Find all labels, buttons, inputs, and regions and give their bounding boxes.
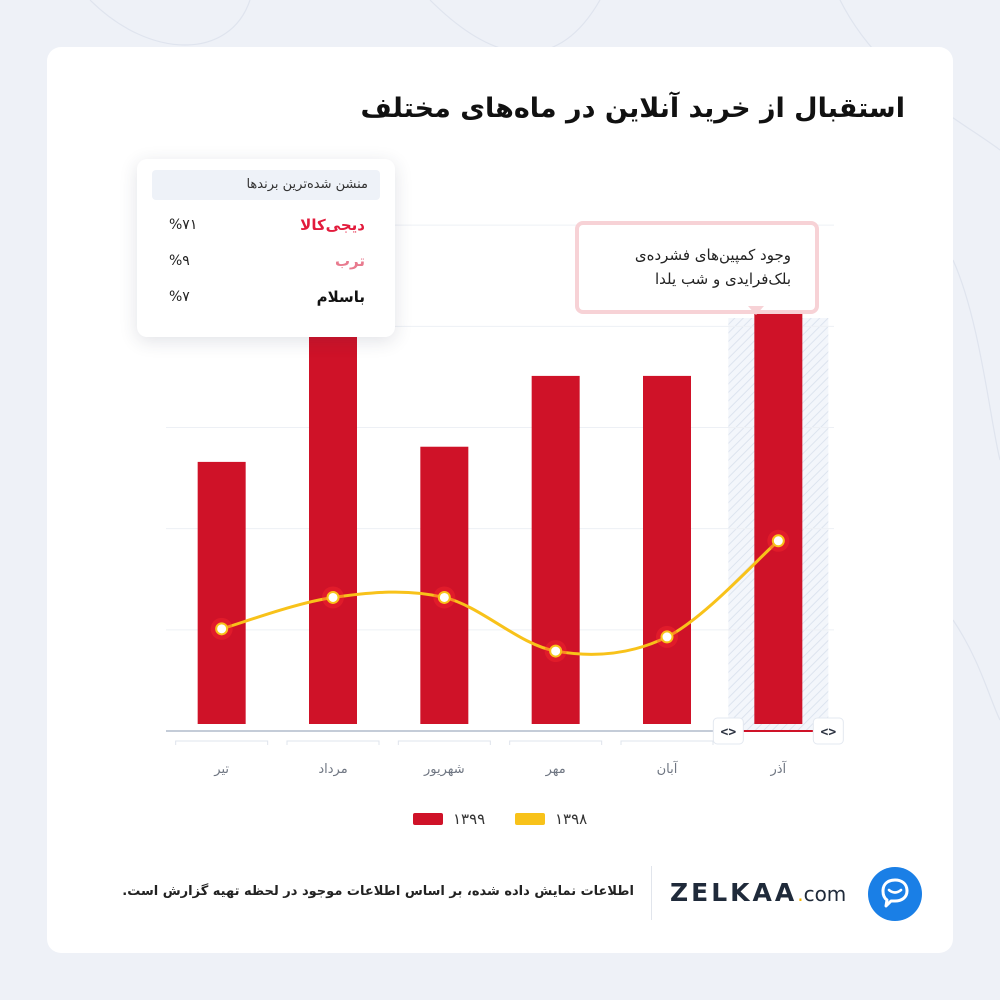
range-handle-right[interactable]	[812, 717, 844, 745]
line-point-5	[660, 630, 674, 644]
category-bracket	[620, 740, 714, 745]
footer-note: اطلاعات نمایش داده شده، بر اساس اطلاعات …	[122, 884, 634, 899]
category-bracket	[286, 740, 380, 745]
bar-6	[754, 264, 803, 724]
legend-item-1399: ۱۳۹۹	[413, 810, 493, 828]
annotation-callout: وجود کمپین‌های فشرده‌ی بلک‌فرایدی و شب ی…	[575, 221, 819, 314]
series-line-1398	[221, 539, 780, 656]
brand-name: باسلام	[316, 288, 365, 306]
x-tick-label: مرداد	[318, 762, 347, 777]
legend-item-1398: ۱۳۹۸	[515, 810, 595, 828]
brand-row: ترب %۹	[137, 252, 395, 276]
top-brands-header: منشن شده‌ترین برندها	[152, 170, 380, 200]
code-brackets-icon: <>	[721, 725, 737, 740]
x-tick-label: تیر	[213, 762, 229, 777]
brand-percent: %۷۱	[169, 217, 198, 233]
x-tick-label: آذر	[769, 760, 787, 777]
callout-pointer	[748, 306, 764, 315]
legend-label: ۱۳۹۹	[453, 810, 486, 828]
brand-name: دیجی‌کالا	[300, 216, 365, 234]
chat-bubble-icon	[868, 867, 922, 921]
brand-row: دیجی‌کالا %۷۱	[137, 216, 395, 240]
bar-1	[197, 461, 246, 724]
zelkaa-logo: ZELKAA.com	[670, 878, 846, 907]
legend-label: ۱۳۹۸	[555, 810, 588, 828]
line-point-3	[437, 590, 451, 604]
legend-swatch-yellow	[515, 813, 545, 825]
page-title: استقبال از خرید آنلاین در ماه‌های مختلف	[360, 93, 905, 124]
x-tick-label: مهر	[545, 762, 566, 777]
code-brackets-icon: <>	[821, 725, 837, 740]
bar-5	[643, 375, 691, 724]
top-brands-box: منشن شده‌ترین برندها دیجی‌کالا %۷۱ ترب %…	[137, 159, 395, 337]
brand-percent: %۹	[169, 253, 190, 269]
bar-2	[309, 296, 357, 724]
footer-divider	[651, 866, 652, 920]
range-handle-left[interactable]	[712, 717, 744, 745]
brand-percent: %۷	[169, 289, 190, 305]
brand-row: باسلام %۷	[137, 288, 395, 312]
legend-swatch-red	[413, 813, 443, 825]
category-bracket	[175, 740, 269, 745]
line-point-1	[215, 622, 229, 636]
category-bracket	[509, 740, 603, 745]
x-tick-label: شهریور	[423, 762, 465, 777]
bar-3	[420, 446, 469, 724]
category-bracket	[397, 740, 491, 745]
logo-domain: .com	[797, 882, 847, 906]
logo-wordmark: ZELKAA	[670, 878, 798, 907]
x-tick-label: آبان	[657, 760, 679, 777]
annotation-text: وجود کمپین‌های فشرده‌ی بلک‌فرایدی و شب ی…	[634, 246, 791, 288]
line-point-6	[771, 534, 785, 548]
bar-4	[531, 375, 580, 724]
line-point-4	[549, 644, 563, 658]
brand-name: ترب	[334, 252, 365, 270]
line-point-2	[326, 590, 340, 604]
